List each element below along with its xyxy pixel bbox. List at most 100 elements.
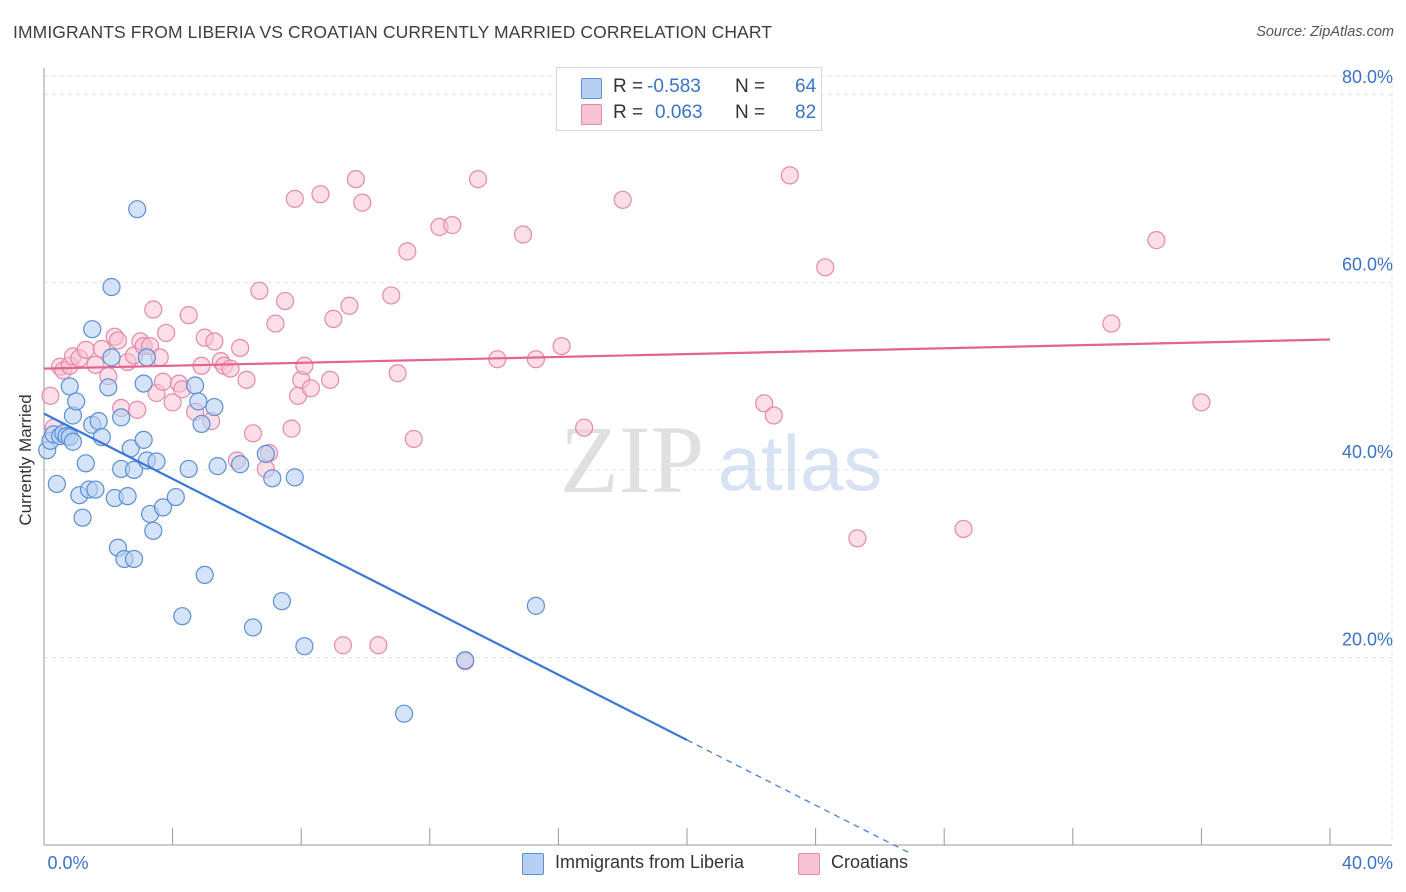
liberia-point <box>137 348 156 367</box>
liberia-point <box>102 277 121 297</box>
croatians-point <box>231 338 250 358</box>
liberia-point <box>263 469 282 488</box>
liberia-point <box>118 487 137 506</box>
liberia-point <box>231 455 250 474</box>
croatians-point <box>816 258 835 277</box>
liberia-point <box>179 459 198 479</box>
liberia-point <box>192 414 211 434</box>
croatians-point <box>1147 231 1166 250</box>
croatians-point <box>76 340 95 359</box>
croatians-point <box>221 359 240 378</box>
croatians-point <box>157 323 176 343</box>
croatians-swatch <box>581 104 602 125</box>
croatians-point <box>324 309 343 328</box>
croatians-point <box>1192 393 1211 412</box>
liberia-point <box>456 651 475 670</box>
liberia-point <box>186 376 205 395</box>
croatians-point <box>237 370 256 389</box>
croatians-point <box>552 336 571 356</box>
legend-r-label: R = <box>613 102 644 123</box>
croatians-point <box>295 356 314 375</box>
liberia-point <box>67 392 86 411</box>
y-tick-label: 80.0% <box>1342 67 1393 87</box>
croatians-point <box>388 364 407 383</box>
croatians-point <box>340 296 359 315</box>
croatians-point <box>321 370 340 389</box>
legend-n-value: 82 <box>795 102 817 123</box>
croatians-trend-line <box>43 338 1331 370</box>
croatians-point <box>311 185 330 204</box>
legend-n-value: 64 <box>795 76 817 97</box>
croatians-point <box>153 372 173 391</box>
croatians-point <box>613 190 632 209</box>
liberia-point <box>83 320 102 339</box>
croatians-point <box>468 170 488 189</box>
correlation-legend: R = -0.583 N = 64 R = 0.063 N = 82 <box>556 67 822 131</box>
croatians-point <box>764 406 783 425</box>
legend-r-value: -0.583 <box>647 76 701 97</box>
liberia-point <box>173 607 192 626</box>
legend-r-label: R = <box>613 76 644 97</box>
croatians-point <box>755 394 774 413</box>
croatians-point <box>41 386 60 405</box>
liberia-trend-extension <box>686 739 910 854</box>
liberia-point <box>86 480 105 499</box>
y-tick-label: 20.0% <box>1342 629 1393 649</box>
x-tick-label: 40.0% <box>1342 853 1393 873</box>
liberia-point <box>256 444 275 464</box>
liberia-point <box>124 549 144 569</box>
croatians-point <box>243 424 263 443</box>
liberia-point <box>76 454 95 473</box>
croatians-point <box>954 519 973 539</box>
trend-lines <box>43 338 1331 854</box>
liberia-point <box>394 704 414 723</box>
bottom-legend-croatians-label: Croatians <box>831 852 909 872</box>
liberia-point <box>295 637 314 656</box>
legend-n-label: N = <box>735 102 766 123</box>
croatians-point <box>163 393 182 412</box>
liberia-swatch <box>581 78 602 99</box>
liberia-trend-line <box>43 412 688 741</box>
liberia-points <box>38 200 545 723</box>
liberia-point <box>208 457 227 476</box>
liberia-point <box>144 521 163 540</box>
croatians-point <box>144 300 163 319</box>
liberia-point <box>89 412 108 431</box>
croatians-point <box>333 636 353 655</box>
croatians-point <box>128 400 147 419</box>
croatians-point <box>382 286 401 305</box>
croatians-point <box>443 216 462 235</box>
croatians-point <box>526 350 545 369</box>
liberia-point <box>47 474 66 494</box>
legend-n-label: N = <box>735 76 766 97</box>
croatians-point <box>780 166 799 185</box>
tick-labels: 20.0% 40.0% 60.0% 80.0% 0.0% 40.0% <box>47 67 1393 873</box>
liberia-point <box>128 200 147 219</box>
watermark-atlas: atlas <box>718 419 883 507</box>
croatians-point <box>513 225 533 244</box>
liberia-point <box>60 377 79 396</box>
croatians-point <box>276 291 295 311</box>
y-tick-label: 60.0% <box>1342 254 1393 274</box>
liberia-point <box>526 596 545 615</box>
croatians-point <box>404 429 423 449</box>
liberia-point <box>166 487 185 507</box>
liberia-point <box>124 460 144 479</box>
croatians-point <box>353 193 372 212</box>
liberia-point <box>112 408 131 427</box>
croatians-point <box>346 170 365 189</box>
croatians-swatch <box>798 853 820 875</box>
croatians-point <box>285 189 304 208</box>
liberia-point <box>134 374 153 393</box>
source-label: Source: ZipAtlas.com <box>1256 24 1394 40</box>
liberia-point <box>73 508 92 527</box>
liberia-point <box>195 565 214 585</box>
bottom-legend-liberia-label: Immigrants from Liberia <box>555 852 745 872</box>
croatians-point <box>205 332 224 351</box>
liberia-point <box>243 618 263 637</box>
legend-r-value: 0.063 <box>655 102 703 123</box>
liberia-point <box>272 592 292 611</box>
croatians-point <box>398 242 417 261</box>
croatians-point <box>282 419 301 438</box>
